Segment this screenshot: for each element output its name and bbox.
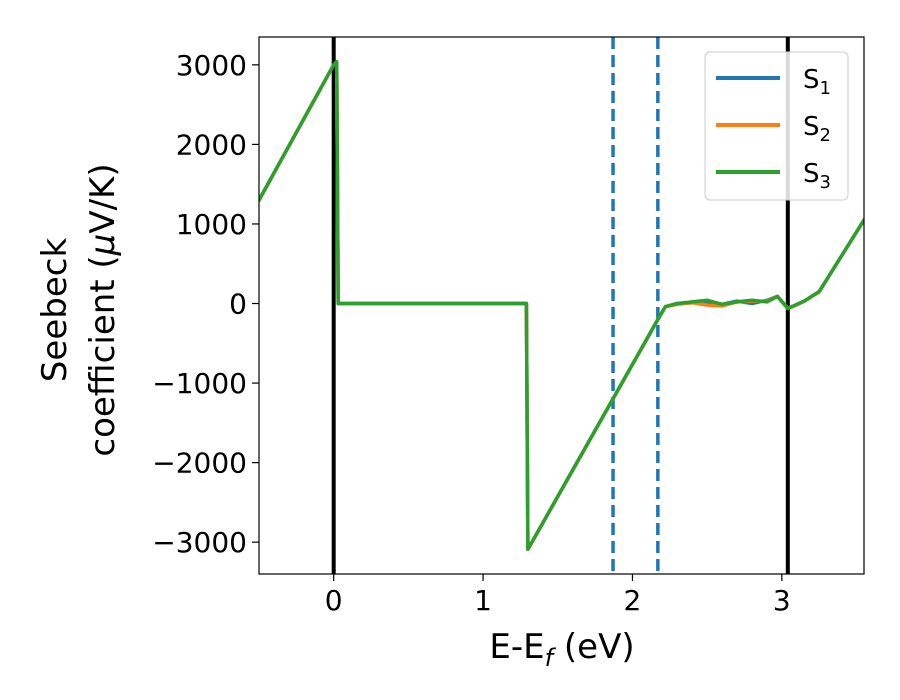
legend-label-S2: S2 — [803, 112, 831, 146]
y-tick-label-5: −2000 — [152, 447, 247, 480]
series-lines — [259, 59, 864, 552]
y-tick-label-0: 3000 — [176, 49, 247, 82]
plot-frame — [258, 36, 865, 575]
y-tick-label-4: −1000 — [152, 367, 247, 400]
series-line-S3 — [259, 59, 864, 552]
y-tick-label-3: 0 — [229, 288, 247, 321]
x-tick-label-2: 2 — [624, 584, 642, 617]
x-tick-label-1: 1 — [474, 584, 492, 617]
y-axis: 3000 2000 1000 0 −1000 −2000 −3000 — [152, 49, 259, 559]
y-axis-title-line1: Seebeck — [35, 238, 75, 383]
legend-label-S1: S1 — [803, 65, 831, 99]
x-axis-title: E-Ef (eV) — [489, 627, 634, 672]
y-tick-label-1: 2000 — [176, 128, 247, 161]
x-tick-label-3: 3 — [773, 584, 791, 617]
y-axis-title-line2: coefficient (μV/K) — [83, 163, 123, 456]
x-axis: 0 1 2 3 — [325, 574, 791, 617]
legend: S1 S2 S3 — [704, 51, 849, 201]
y-axis-title: Seebeck coefficient (μV/K) — [35, 163, 123, 456]
y-tick-label-2: 1000 — [176, 208, 247, 241]
y-tick-label-6: −3000 — [152, 526, 247, 559]
legend-label-S3: S3 — [803, 159, 831, 193]
x-tick-label-0: 0 — [325, 584, 343, 617]
